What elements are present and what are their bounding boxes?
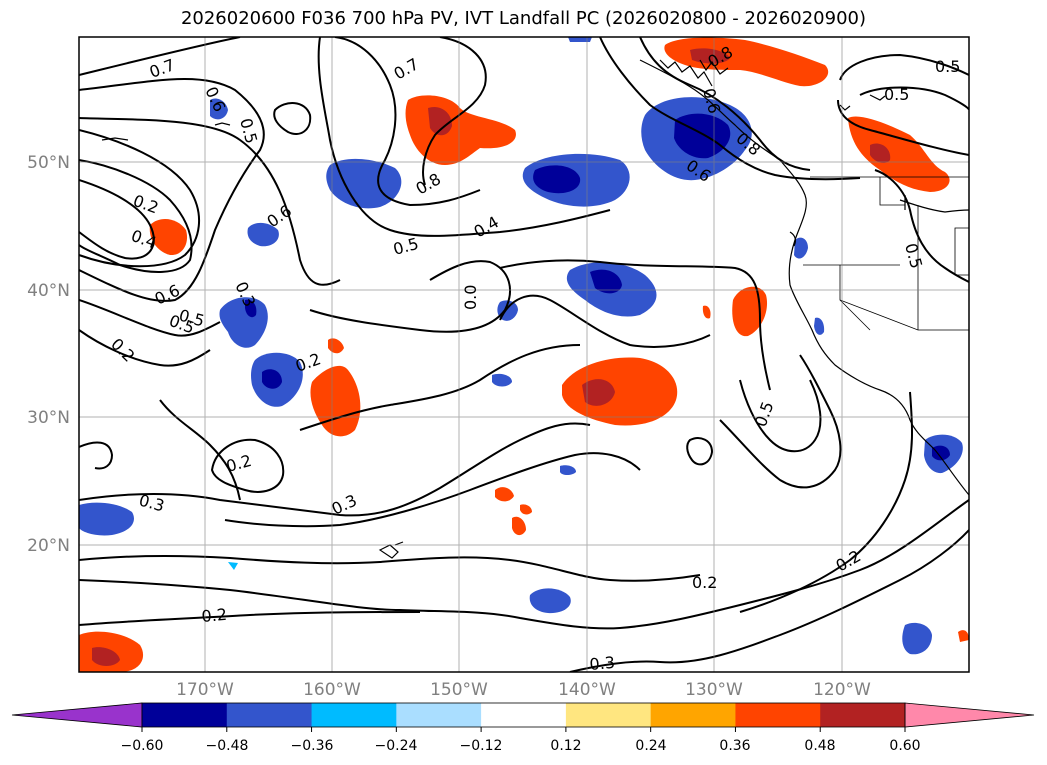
longitude-labels: 170°W 160°W 150°W 140°W 130°W 120°W — [176, 680, 871, 700]
lon-label-160w: 160°W — [303, 680, 361, 700]
colorbar-tick-label: 0.60 — [889, 738, 920, 754]
colorbar-segment — [481, 703, 567, 727]
colorbar-segment — [142, 703, 228, 727]
pos-blob-s3 — [520, 504, 532, 515]
lat-label-30n: 30°N — [27, 408, 70, 428]
colorbar-extension-low — [11, 702, 143, 728]
colorbar-tick-label: 0.48 — [804, 738, 835, 754]
neg-blob-tiny1 — [228, 562, 238, 570]
map-area: 0.7 0.6 0.5 0.7 0.6 0.8 0.5 0.2 0.4 0.6 … — [79, 37, 969, 674]
lon-label-170w: 170°W — [176, 680, 234, 700]
pos-blob-s1 — [495, 487, 514, 502]
map-frame — [78, 36, 970, 673]
lon-label-150w: 150°W — [430, 680, 488, 700]
pos-blob-ne — [848, 116, 950, 192]
colorbar-tick-label: 0.12 — [550, 738, 581, 754]
lat-label-50n: 50°N — [27, 153, 70, 173]
colorbar-extension-high — [904, 702, 1035, 728]
colorbar-tick-label: −0.12 — [460, 738, 503, 754]
colorbar-tick-label: −0.24 — [375, 738, 418, 754]
pos-blob-small-e — [702, 305, 711, 319]
neg-blob-small2 — [492, 373, 512, 387]
neg-blob-mid-core — [590, 269, 622, 294]
contour-label: 0.2 — [201, 605, 228, 626]
lat-label-40n: 40°N — [27, 281, 70, 301]
pos-blob-s2 — [512, 516, 526, 536]
coastlines — [101, 59, 969, 559]
contour-label: 0.5 — [884, 85, 909, 104]
colorbar-segment — [735, 703, 821, 727]
pos-blob-n2-core — [690, 48, 730, 64]
contour-label: 0.0 — [461, 285, 480, 310]
pos-blob-se-corner — [958, 630, 969, 642]
colorbar-segment — [820, 703, 906, 727]
neg-blob-nwp — [210, 98, 228, 120]
pos-blob-c-core — [582, 379, 615, 406]
political-borders — [803, 176, 969, 331]
neg-blob-coast2 — [814, 317, 825, 335]
colorbar-segment — [650, 703, 736, 727]
neg-blob-alaska-core — [674, 113, 731, 159]
colorbar-tick-label: −0.60 — [121, 738, 164, 754]
latitude-labels: 50°N 40°N 30°N 20°N — [27, 153, 70, 556]
neg-blob-sw — [79, 502, 134, 536]
lon-label-130w: 130°W — [685, 680, 743, 700]
neg-blob-w3 — [247, 222, 279, 247]
neg-blob-w1-core — [245, 299, 257, 318]
pos-blob-n1-core — [428, 106, 452, 136]
lon-label-140w: 140°W — [558, 680, 616, 700]
pos-blob-sw — [310, 365, 361, 437]
colorbar-segment — [311, 703, 397, 727]
neg-blob-mexico-core — [932, 445, 950, 461]
colorbar-tick-label: 0.24 — [635, 738, 666, 754]
pos-blob-c — [562, 357, 678, 426]
neg-blob-small3 — [560, 465, 576, 475]
colorbar-segment — [226, 703, 313, 727]
colorbar-tick-label: −0.48 — [206, 738, 249, 754]
negative-anomaly-areas — [79, 37, 963, 655]
pv-contours — [79, 37, 969, 672]
pos-blob-sw-corner-core — [92, 647, 120, 666]
lat-label-20n: 20°N — [27, 536, 70, 556]
contour-label: 0.3 — [589, 653, 616, 674]
neg-blob-tiny2 — [568, 37, 592, 42]
pos-blob-w — [149, 218, 188, 256]
neg-blob-nw — [326, 158, 402, 209]
neg-blob-n-pac-core — [533, 165, 581, 194]
contour-label: 0.5 — [935, 57, 960, 76]
colorbar-segment — [396, 703, 482, 727]
contour-label: 0.2 — [692, 573, 717, 592]
colorbar-tick-label: −0.36 — [291, 738, 334, 754]
neg-blob-w2-core — [262, 369, 282, 389]
colorbar-segment — [565, 703, 652, 727]
colorbar-tick-label: 0.36 — [719, 738, 750, 754]
neg-blob-s — [529, 588, 571, 614]
pos-blob-ne-core — [870, 143, 891, 163]
graticule — [79, 37, 969, 672]
colorbar-tick-labels: −0.60 −0.48 −0.36 −0.24 −0.12 0.12 0.24 … — [121, 738, 921, 754]
colorbar: −0.60 −0.48 −0.36 −0.24 −0.12 0.12 0.24 … — [11, 702, 1035, 754]
lon-label-120w: 120°W — [813, 680, 871, 700]
map-title: 2026020600 F036 700 hPa PV, IVT Landfall… — [180, 8, 867, 29]
neg-blob-se — [902, 622, 932, 655]
neg-blob-coast — [794, 237, 808, 259]
